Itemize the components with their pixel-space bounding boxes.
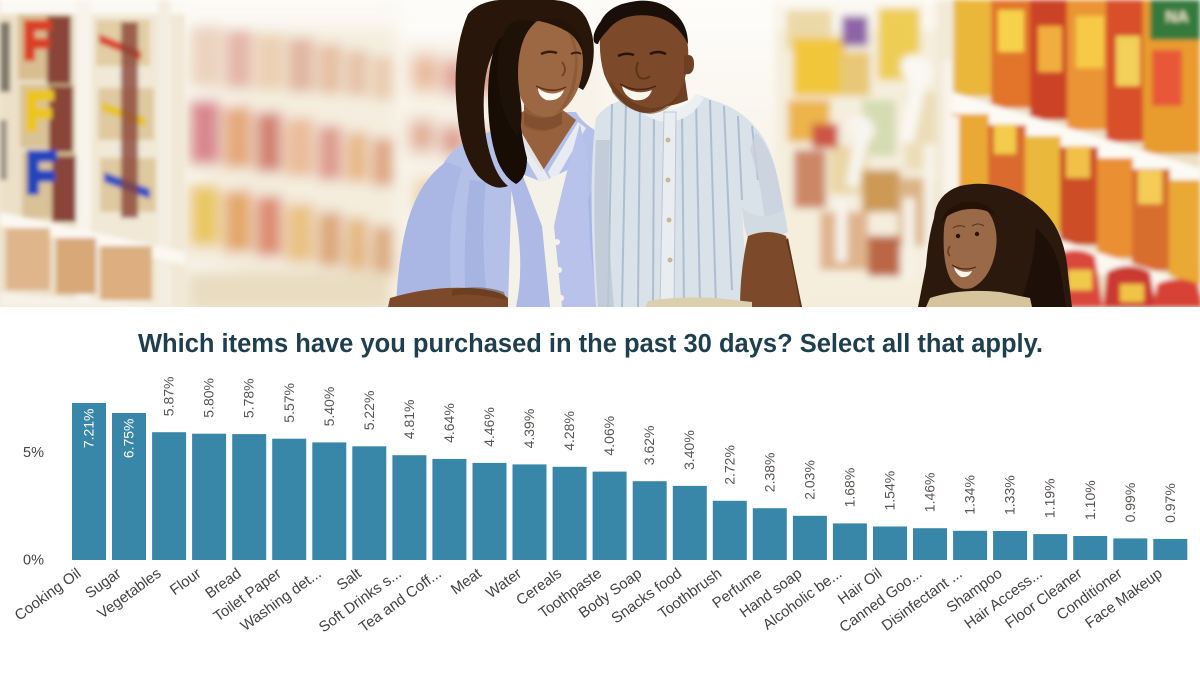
svg-text:4.81%: 4.81% <box>401 399 417 439</box>
svg-text:2.38%: 2.38% <box>761 452 777 492</box>
svg-text:1.46%: 1.46% <box>922 472 938 512</box>
svg-text:1.54%: 1.54% <box>882 471 898 511</box>
svg-text:7.21%: 7.21% <box>81 409 97 449</box>
svg-text:NA: NA <box>1165 9 1189 26</box>
svg-text:1.68%: 1.68% <box>841 468 857 508</box>
svg-text:2.72%: 2.72% <box>721 445 737 485</box>
svg-text:0.97%: 0.97% <box>1162 483 1178 523</box>
svg-text:1.10%: 1.10% <box>1082 480 1098 520</box>
svg-text:5.78%: 5.78% <box>241 378 257 418</box>
svg-text:5.40%: 5.40% <box>321 387 337 427</box>
svg-text:5.22%: 5.22% <box>361 391 377 431</box>
svg-text:4.06%: 4.06% <box>601 416 617 456</box>
svg-text:3.62%: 3.62% <box>641 425 657 465</box>
svg-text:1.33%: 1.33% <box>1002 475 1018 515</box>
svg-text:1.34%: 1.34% <box>962 475 978 515</box>
svg-text:5.57%: 5.57% <box>281 383 297 423</box>
svg-text:4.39%: 4.39% <box>521 409 537 449</box>
svg-text:4.46%: 4.46% <box>481 407 497 447</box>
svg-text:0%: 0% <box>23 553 44 569</box>
svg-text:0.99%: 0.99% <box>1122 483 1138 523</box>
svg-text:Flour: Flour <box>167 565 205 599</box>
svg-text:1.19%: 1.19% <box>1042 478 1058 518</box>
svg-text:6.75%: 6.75% <box>121 419 137 459</box>
svg-text:5.80%: 5.80% <box>201 378 217 418</box>
svg-text:3.40%: 3.40% <box>681 430 697 470</box>
svg-text:4.28%: 4.28% <box>561 411 577 451</box>
svg-text:5%: 5% <box>23 445 44 461</box>
svg-text:5.87%: 5.87% <box>161 376 177 416</box>
svg-text:Cooking Oil: Cooking Oil <box>12 565 85 624</box>
svg-text:Meat: Meat <box>448 565 486 599</box>
svg-text:2.03%: 2.03% <box>801 460 817 500</box>
svg-text:4.64%: 4.64% <box>441 403 457 443</box>
